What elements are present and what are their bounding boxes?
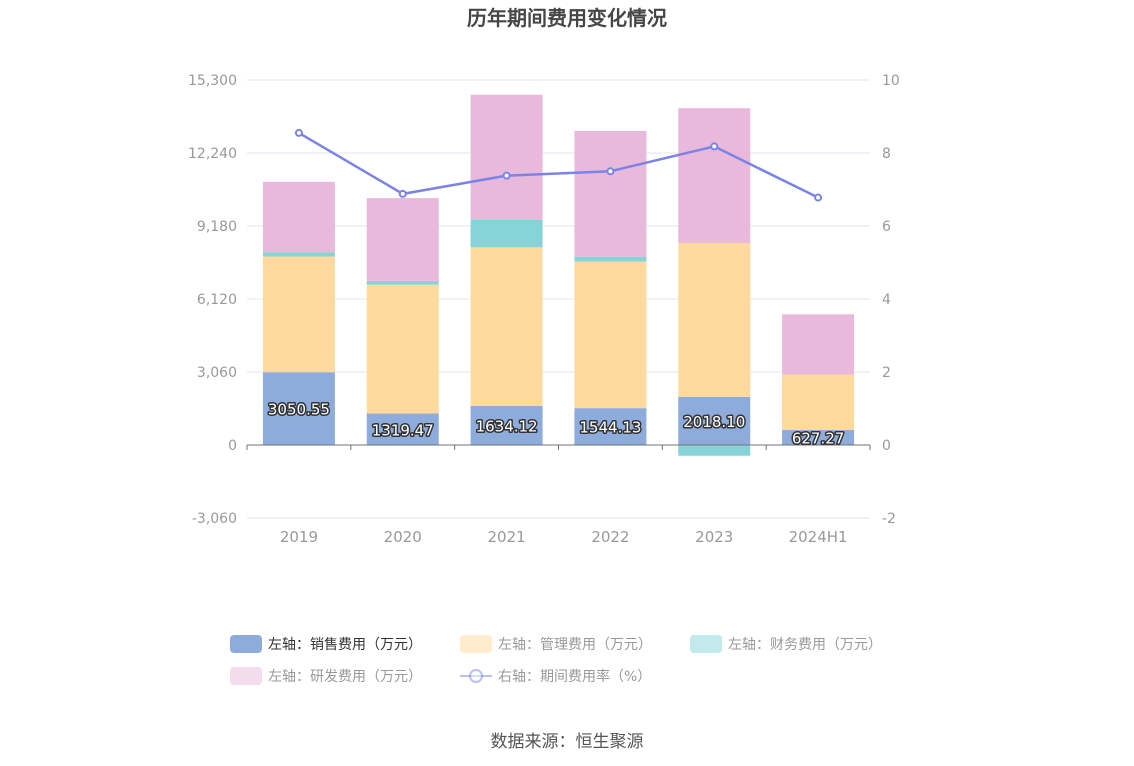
data-label: 1544.13 xyxy=(579,419,641,437)
data-label: 627.27 xyxy=(792,430,845,448)
right-tick-label: 10 xyxy=(882,73,900,89)
bar-segment xyxy=(678,445,751,456)
bar-segment xyxy=(470,219,543,248)
legend-swatch xyxy=(230,667,262,685)
bar-segment xyxy=(470,94,543,220)
legend-item[interactable]: 左轴：研发费用（万元） xyxy=(230,667,422,685)
data-label: 2018.10 xyxy=(683,413,745,431)
category-label: 2022 xyxy=(591,528,629,546)
legend-item[interactable]: 左轴：管理费用（万元） xyxy=(460,635,652,653)
right-tick-label: 4 xyxy=(882,292,891,308)
category-label: 2020 xyxy=(384,528,422,546)
bar-segment xyxy=(262,372,335,445)
x-axis: 2019 2020 2021 2022 2023 2024H1 xyxy=(246,444,871,546)
bar-segment xyxy=(574,130,647,257)
category-label: 2021 xyxy=(487,528,525,546)
grid xyxy=(247,79,870,519)
left-tick-label: 15,300 xyxy=(188,73,237,89)
bar-segment xyxy=(782,374,855,431)
right-tick-label: 2 xyxy=(882,365,891,381)
rate-line xyxy=(294,128,823,202)
data-label: 1319.47 xyxy=(372,421,434,439)
left-tick-label: 12,240 xyxy=(188,146,237,162)
bar-segment xyxy=(678,396,751,445)
legend-label: 左轴：财务费用（万元） xyxy=(728,637,882,653)
rate-point xyxy=(294,128,303,137)
legend-label: 左轴：管理费用（万元） xyxy=(498,637,652,653)
bar-segment xyxy=(470,406,543,445)
rate-point xyxy=(502,171,511,180)
right-tick-label: -2 xyxy=(882,511,896,527)
legend-item[interactable]: 右轴：期间费用率（%） xyxy=(460,668,651,685)
category-label: 2019 xyxy=(280,528,318,546)
legend-label: 左轴：销售费用（万元） xyxy=(268,637,422,653)
legend-marker xyxy=(469,669,483,683)
data-labels: 3050.55 1319.47 1634.12 1544.13 2018.10 627.2… xyxy=(266,399,845,449)
rate-point xyxy=(710,142,719,151)
bar-segment xyxy=(262,256,335,373)
data-label: 1634.12 xyxy=(476,418,538,436)
left-tick-label: 6,120 xyxy=(197,292,237,308)
bar-segment xyxy=(366,280,439,285)
right-tick-label: 8 xyxy=(882,146,891,162)
bar-segment xyxy=(782,314,855,375)
bar-segment xyxy=(366,198,439,281)
category-label: 2023 xyxy=(695,528,733,546)
bars xyxy=(262,94,855,456)
legend-swatch xyxy=(230,635,262,653)
data-label: 3050.55 xyxy=(268,401,330,419)
left-tick-label: 9,180 xyxy=(197,219,237,235)
bar-segment xyxy=(782,430,855,445)
data-source: 数据来源：恒生聚源 xyxy=(491,732,644,752)
chart-title: 历年期间费用变化情况 xyxy=(467,6,667,30)
right-tick-label: 6 xyxy=(882,219,891,235)
category-label: 2024H1 xyxy=(789,528,848,546)
rate-point xyxy=(606,167,615,176)
legend-item[interactable]: 左轴：财务费用（万元） xyxy=(690,635,882,653)
left-tick-label: 3,060 xyxy=(197,365,237,381)
legend-swatch xyxy=(690,635,722,653)
bar-segment xyxy=(678,242,751,397)
legend-swatch xyxy=(460,635,492,653)
legend-label: 右轴：期间费用率（%） xyxy=(498,668,651,685)
legend-item[interactable]: 左轴：销售费用（万元） xyxy=(230,635,422,653)
rate-point xyxy=(814,193,823,202)
legend-label: 左轴：研发费用（万元） xyxy=(268,669,422,685)
left-axis: -3,060 0 3,060 6,120 9,180 12,240 15,300 xyxy=(188,73,237,527)
rate-line-path xyxy=(298,131,819,199)
left-tick-label: 0 xyxy=(228,438,237,454)
bar-segment xyxy=(366,413,439,445)
bar-segment xyxy=(470,247,543,407)
bar-segment xyxy=(262,181,335,253)
right-axis: -2 0 2 4 6 8 10 xyxy=(882,73,900,527)
bar-segment xyxy=(574,408,647,445)
bar-segment xyxy=(678,108,751,243)
bar-segment xyxy=(366,284,439,414)
right-tick-label: 0 xyxy=(882,438,891,454)
bar-segment xyxy=(262,252,335,257)
rate-point xyxy=(398,189,407,198)
legend: 左轴：销售费用（万元） 左轴：管理费用（万元） 左轴：财务费用（万元） 左轴：研发费用… xyxy=(230,635,882,685)
left-tick-label: -3,060 xyxy=(192,511,237,527)
bar-segment xyxy=(574,261,647,409)
bar-segment xyxy=(574,256,647,262)
